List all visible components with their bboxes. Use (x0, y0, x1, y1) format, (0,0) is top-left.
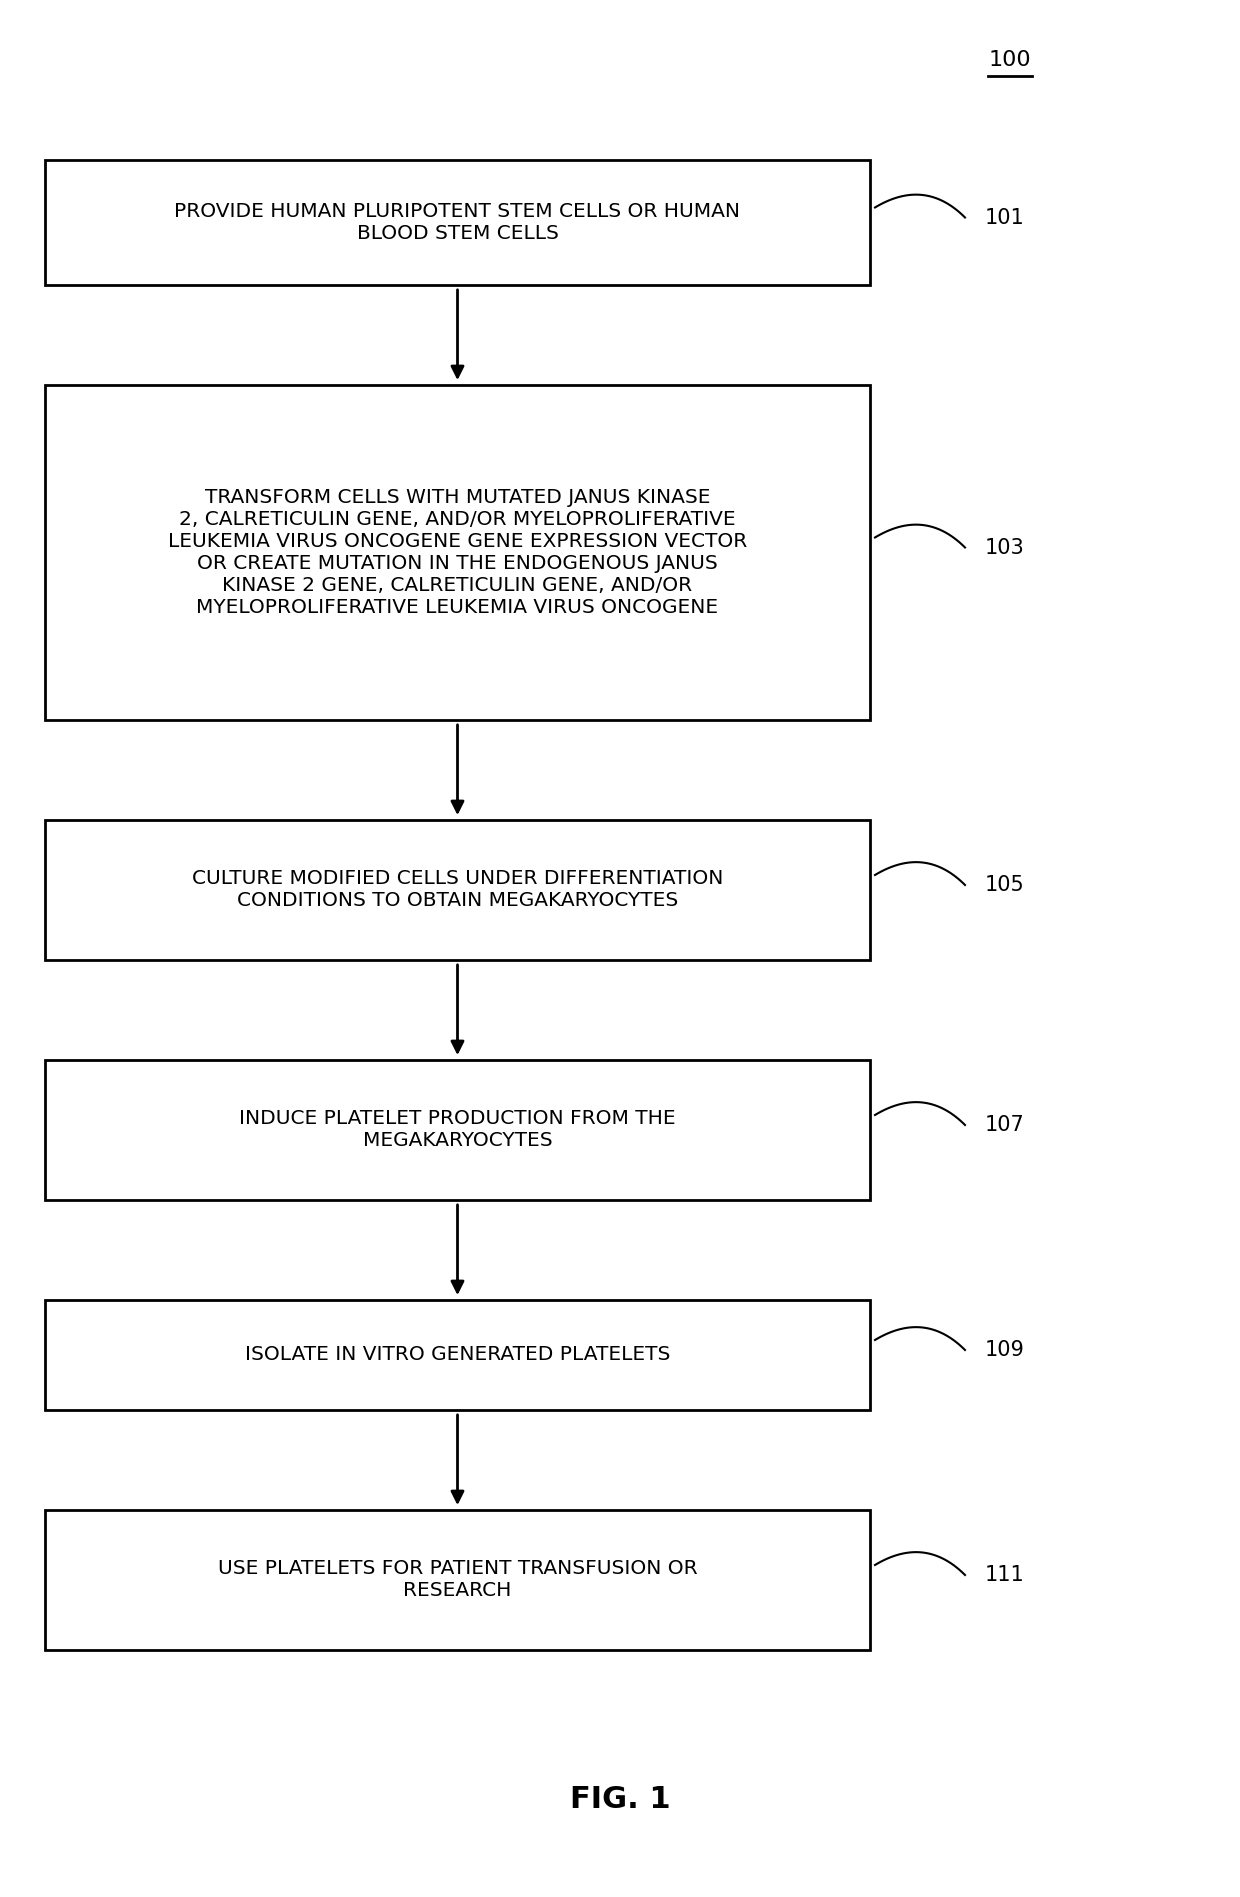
Text: 101: 101 (985, 207, 1024, 228)
Text: 100: 100 (988, 49, 1032, 70)
Text: USE PLATELETS FOR PATIENT TRANSFUSION OR
RESEARCH: USE PLATELETS FOR PATIENT TRANSFUSION OR… (218, 1559, 697, 1601)
Text: FIG. 1: FIG. 1 (569, 1785, 671, 1815)
Text: 105: 105 (985, 875, 1024, 895)
Text: ISOLATE IN VITRO GENERATED PLATELETS: ISOLATE IN VITRO GENERATED PLATELETS (244, 1345, 670, 1364)
Text: INDUCE PLATELET PRODUCTION FROM THE
MEGAKARYOCYTES: INDUCE PLATELET PRODUCTION FROM THE MEGA… (239, 1110, 676, 1150)
Text: 109: 109 (985, 1339, 1025, 1360)
Text: TRANSFORM CELLS WITH MUTATED JANUS KINASE
2, CALRETICULIN GENE, AND/OR MYELOPROL: TRANSFORM CELLS WITH MUTATED JANUS KINAS… (167, 488, 748, 617)
Bar (45, 385, 870, 721)
Text: 103: 103 (985, 537, 1024, 558)
Text: 111: 111 (985, 1565, 1024, 1586)
Text: PROVIDE HUMAN PLURIPOTENT STEM CELLS OR HUMAN
BLOOD STEM CELLS: PROVIDE HUMAN PLURIPOTENT STEM CELLS OR … (175, 201, 740, 243)
Text: 107: 107 (985, 1115, 1024, 1134)
Bar (45, 1510, 870, 1650)
Bar (45, 820, 870, 960)
Bar (45, 1299, 870, 1409)
Text: CULTURE MODIFIED CELLS UNDER DIFFERENTIATION
CONDITIONS TO OBTAIN MEGAKARYOCYTES: CULTURE MODIFIED CELLS UNDER DIFFERENTIA… (192, 869, 723, 911)
Bar (45, 159, 870, 285)
Bar (45, 1060, 870, 1201)
